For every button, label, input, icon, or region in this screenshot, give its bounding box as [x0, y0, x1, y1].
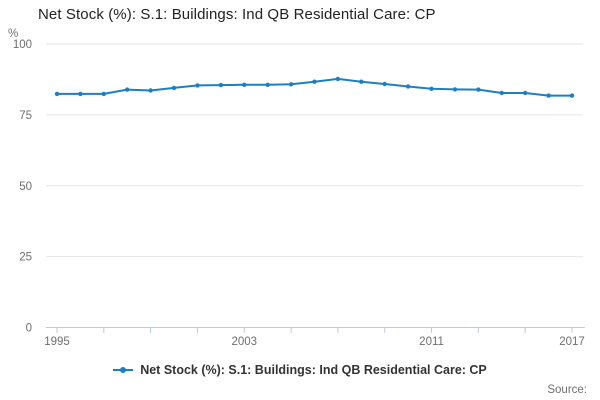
y-axis-tick-label: 0: [26, 323, 32, 335]
data-point[interactable]: [335, 76, 341, 82]
source-label: Source:: [547, 384, 587, 396]
data-point[interactable]: [218, 82, 224, 88]
data-point[interactable]: [265, 82, 270, 88]
data-point[interactable]: [405, 84, 411, 89]
y-axis-tick-label: 100: [13, 39, 32, 51]
x-axis-tick-label: 2003: [231, 336, 257, 348]
data-point[interactable]: [288, 82, 294, 87]
y-axis-tick-label: 25: [19, 252, 32, 264]
data-point[interactable]: [359, 79, 364, 84]
x-axis-tick-label: 2017: [559, 336, 585, 348]
data-point[interactable]: [476, 87, 481, 92]
y-axis-unit-label: %: [8, 28, 18, 40]
data-point[interactable]: [523, 90, 528, 96]
data-point[interactable]: [546, 93, 551, 98]
data-point[interactable]: [452, 87, 458, 92]
data-point[interactable]: [54, 91, 60, 97]
chart-plot-area: %100 75 50 25 0 1995 2003 2011 2017: [8, 28, 585, 348]
y-axis-tick-label: 75: [19, 110, 32, 122]
data-point[interactable]: [148, 88, 153, 93]
legend-label: Net Stock (%): S.1: Buildings: Ind QB Re…: [140, 363, 487, 377]
x-axis-tick-label: 2011: [419, 336, 444, 348]
data-point[interactable]: [569, 93, 575, 98]
data-point[interactable]: [499, 90, 504, 96]
data-point[interactable]: [78, 91, 83, 97]
data-point[interactable]: [125, 87, 130, 92]
y-axis-tick-label: 50: [19, 181, 32, 193]
legend-line-marker-icon: [113, 367, 134, 373]
data-point[interactable]: [429, 86, 434, 92]
chart-title: Net Stock (%): S.1: Buildings: Ind QB Re…: [38, 6, 436, 23]
data-point[interactable]: [171, 85, 177, 91]
data-point[interactable]: [195, 83, 200, 88]
data-point[interactable]: [242, 82, 247, 88]
x-axis-tick-label: 1995: [44, 336, 70, 348]
legend-item[interactable]: Net Stock (%): S.1: Buildings: Ind QB Re…: [0, 361, 600, 379]
data-point[interactable]: [101, 91, 107, 97]
data-point[interactable]: [312, 79, 317, 84]
data-point[interactable]: [382, 81, 387, 87]
